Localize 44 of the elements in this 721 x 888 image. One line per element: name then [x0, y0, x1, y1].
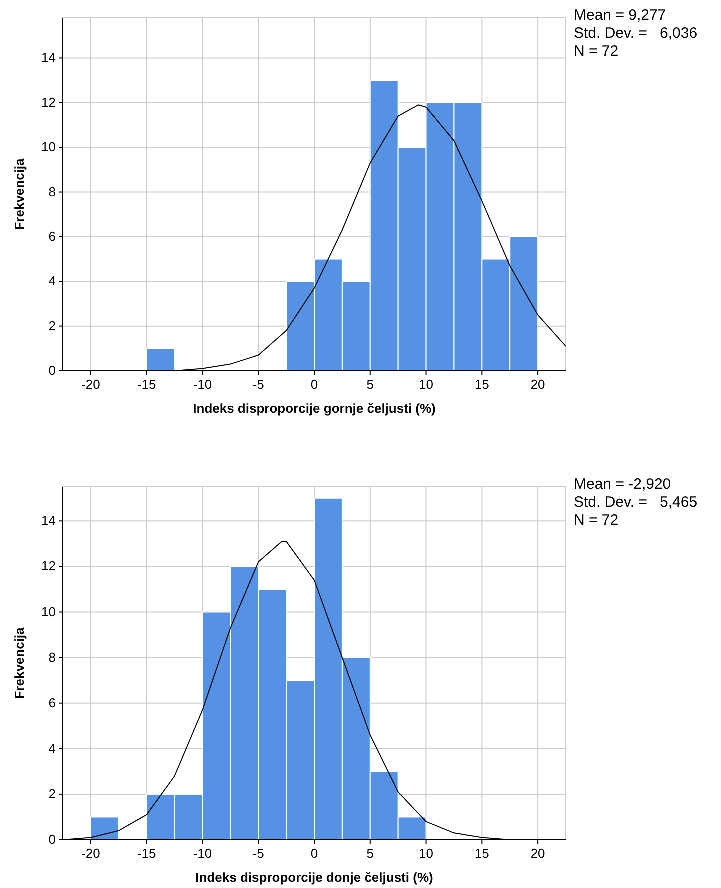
text: Std. Dev. = 5,465: [574, 494, 698, 511]
x-tick-label: -15: [137, 846, 156, 861]
y-tick-label: 10: [42, 140, 56, 155]
x-axis-title: Indeks disproporcije gornje čeljusti (%): [193, 401, 436, 416]
text: N = 72: [574, 43, 619, 60]
y-tick-label: 12: [42, 558, 56, 574]
y-tick-label: 14: [42, 513, 56, 528]
y-tick-label: 8: [48, 650, 56, 665]
x-tick-label: -15: [137, 377, 156, 392]
x-tick-label: 10: [419, 377, 434, 392]
y-tick-label: 4: [48, 274, 56, 289]
x-tick-label: 15: [474, 846, 490, 861]
y-tick-label: 2: [48, 318, 56, 334]
y-axis-title: Frekvencija: [12, 158, 27, 230]
x-tick-label: 0: [310, 377, 318, 392]
x-tick-label: 5: [366, 846, 374, 861]
x-tick-label: -5: [252, 846, 264, 861]
text: N = 72: [574, 512, 619, 529]
x-axis-title: Indeks disproporcije donje čeljusti (%): [196, 870, 434, 885]
x-tick-label: -20: [82, 846, 100, 861]
y-tick-label: 12: [42, 94, 56, 110]
x-tick-label: 0: [310, 846, 318, 861]
x-tick-label: -5: [252, 377, 264, 392]
y-tick-label: 8: [48, 184, 56, 200]
x-tick-label: -10: [193, 377, 212, 392]
text: Mean = -2,920: [574, 476, 672, 493]
y-tick-label: 6: [48, 695, 56, 710]
x-tick-label: 10: [419, 846, 434, 861]
y-tick-label: 0: [48, 832, 56, 847]
y-tick-label: 14: [42, 50, 56, 66]
y-tick-label: 0: [48, 363, 56, 378]
x-tick-label: 20: [530, 377, 546, 392]
y-tick-label: 4: [48, 740, 56, 756]
x-tick-label: -10: [193, 846, 212, 861]
y-tick-label: 2: [48, 786, 56, 802]
x-tick-label: 5: [366, 377, 374, 392]
y-tick-label: 10: [42, 604, 56, 620]
y-tick-label: 6: [48, 228, 56, 244]
x-tick-label: -20: [82, 377, 100, 392]
text: Std. Dev. = 6,036: [574, 25, 698, 42]
x-tick-label: 15: [474, 377, 490, 392]
x-tick-label: 20: [530, 846, 546, 861]
text: Mean = 9,277: [574, 7, 666, 24]
y-axis-title: Frekvencija: [12, 626, 27, 700]
